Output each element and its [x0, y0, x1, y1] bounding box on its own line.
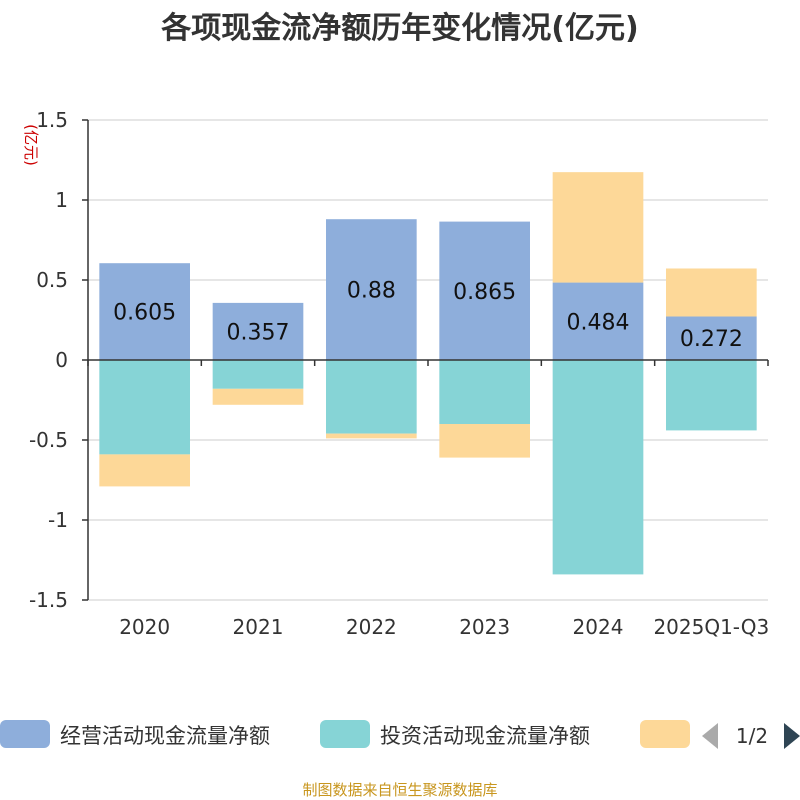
x-tick-label: 2020: [119, 615, 170, 639]
bar-layer: [99, 172, 757, 575]
chart-title: 各项现金流净额历年变化情况(亿元): [160, 11, 638, 46]
bar[interactable]: [212, 302, 304, 360]
bar[interactable]: [552, 360, 644, 575]
y-tick-label: 0: [55, 348, 68, 372]
bar[interactable]: [99, 360, 190, 455]
legend-next-arrow-icon[interactable]: [784, 723, 800, 749]
y-tick-label: 0.5: [36, 268, 68, 292]
bar[interactable]: [439, 221, 530, 360]
y-tick-label: -1.5: [29, 588, 68, 612]
legend-swatch[interactable]: [640, 720, 690, 748]
bar[interactable]: [666, 360, 757, 431]
y-tick-label: -0.5: [29, 428, 68, 452]
x-tick-label: 2022: [346, 615, 397, 639]
grid-layer: [88, 119, 768, 601]
legend: 经营活动现金流量净额 投资活动现金流量净额: [0, 720, 690, 748]
bar[interactable]: [439, 360, 530, 424]
bar[interactable]: [326, 433, 417, 439]
bar[interactable]: [212, 360, 304, 389]
bar[interactable]: [99, 263, 190, 360]
source-note: 制图数据来自恒生聚源数据库: [302, 781, 497, 799]
legend-swatch[interactable]: [320, 720, 370, 748]
bar[interactable]: [552, 282, 644, 360]
x-tick-label: 2021: [233, 615, 284, 639]
y-tick-label: 1: [55, 188, 68, 212]
bar[interactable]: [666, 268, 757, 317]
y-tick-label: -1: [48, 508, 68, 532]
data-label: 0.605: [113, 301, 176, 326]
legend-page-indicator: 1/2: [736, 724, 768, 748]
axis-layer: 1.5 1 0.5 0 -0.5 -1 -1.5 2020 2021 2022 2023 2024 20…: [29, 108, 769, 639]
y-axis-unit-label: (亿元): [22, 124, 40, 166]
x-tick-label: 2024: [573, 615, 624, 639]
data-label: 0.88: [347, 279, 396, 304]
bar[interactable]: [439, 424, 530, 458]
legend-label[interactable]: 投资活动现金流量净额: [380, 724, 590, 748]
legend-pager: 1/2: [702, 723, 800, 749]
y-tick-label: 1.5: [36, 108, 68, 132]
label-layer: 0.605 0.357 0.88 0.865 0.484 0.272: [113, 279, 743, 353]
data-label: 0.272: [680, 327, 743, 352]
legend-prev-arrow-icon[interactable]: [702, 723, 718, 749]
data-label: 0.484: [567, 310, 630, 335]
bar[interactable]: [99, 454, 190, 487]
bar[interactable]: [212, 388, 304, 405]
x-tick-label: 2025Q1-Q3: [653, 615, 769, 639]
legend-label[interactable]: 经营活动现金流量净额: [60, 724, 270, 748]
x-tick-label: 2023: [459, 615, 510, 639]
bar[interactable]: [666, 316, 757, 360]
bar[interactable]: [552, 172, 644, 283]
bar[interactable]: [326, 360, 417, 434]
data-label: 0.357: [227, 320, 290, 345]
data-label: 0.865: [453, 280, 516, 305]
bar[interactable]: [326, 219, 417, 360]
legend-swatch[interactable]: [0, 720, 50, 748]
